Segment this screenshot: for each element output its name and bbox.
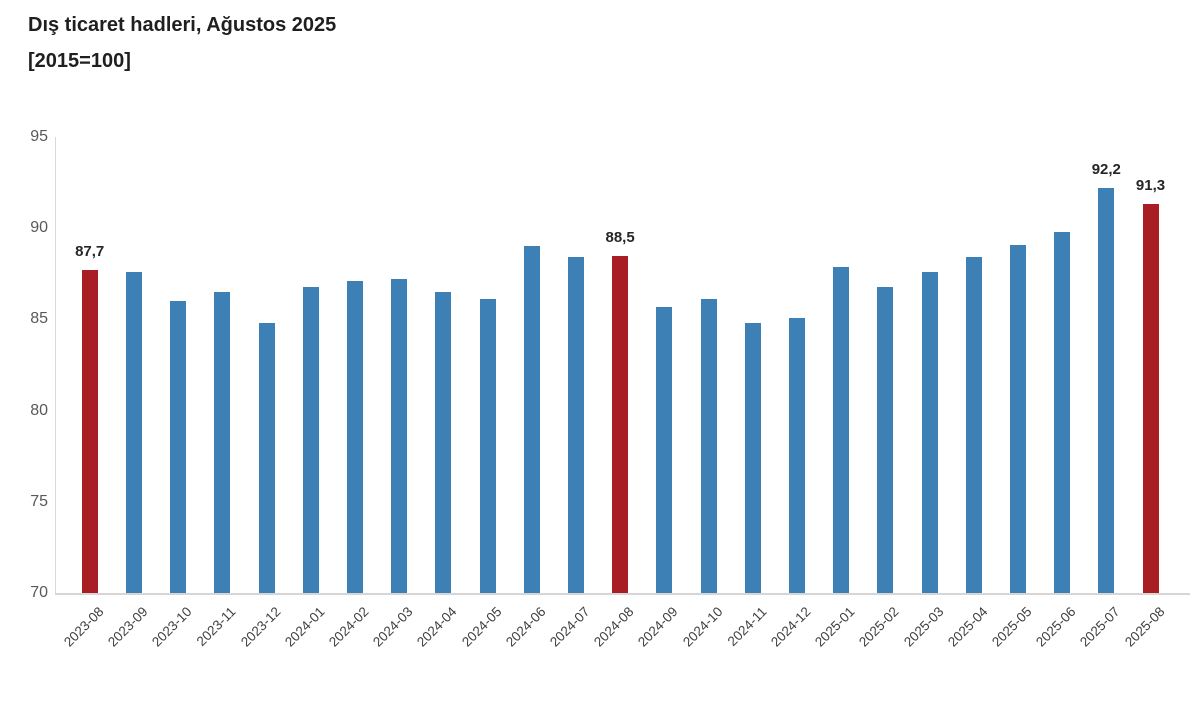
x-tick-label-2024-12: 2024-12 (767, 604, 814, 650)
y-tick-label: 70 (30, 584, 48, 601)
x-tick-label-2023-10: 2023-10 (149, 604, 195, 650)
bar-2023-09 (125, 271, 142, 593)
y-tick-label: 95 (30, 128, 48, 145)
x-tick-label-2024-02: 2024-02 (325, 604, 372, 650)
value-label-2025-07: 92,2 (1091, 161, 1121, 179)
y-tick-label: 75 (30, 492, 48, 510)
x-tick-label-2024-03: 2024-03 (370, 604, 416, 650)
title-block: Dış ticaret hadleri, Ağustos 2025 [2015=… (28, 14, 336, 72)
x-tick-label-2025-02: 2025-02 (856, 604, 902, 650)
x-tick-label-2024-01: 2024-01 (281, 604, 328, 650)
chart-title: Dış ticaret hadleri, Ağustos 2025 (28, 14, 337, 36)
chart-subtitle: [2015=100] (28, 50, 131, 72)
bar-2024-08 (612, 255, 629, 593)
x-tick-label-2025-06: 2025-06 (1033, 604, 1079, 650)
bar-2023-12 (258, 323, 275, 593)
bar-2025-07 (1098, 188, 1115, 593)
x-tick-label-2024-08: 2024-08 (591, 604, 637, 650)
bar-2023-11 (214, 292, 231, 593)
y-tick-label: 90 (30, 219, 48, 237)
x-tick-label-2023-08: 2023-08 (60, 604, 107, 650)
x-tick-label-2023-12: 2023-12 (237, 604, 284, 650)
value-label-2024-08: 88,5 (605, 228, 635, 246)
bar-2024-02 (346, 281, 363, 593)
bar-2024-07 (567, 257, 584, 593)
bar-2024-09 (656, 306, 673, 593)
value-label-2023-08: 87,7 (75, 243, 105, 261)
x-tick-label-2025-01: 2025-01 (812, 604, 858, 650)
bar-2025-03 (921, 271, 938, 593)
x-tick-label-2025-04: 2025-04 (944, 604, 991, 650)
bar-2025-08 (1142, 204, 1159, 593)
bar-2024-04 (435, 292, 452, 593)
bar-2024-12 (788, 317, 805, 593)
y-tick-label: 80 (30, 401, 48, 419)
value-label-2025-08: 91,3 (1135, 177, 1166, 195)
y-tick-label: 85 (30, 310, 48, 328)
x-axis-line (55, 593, 1190, 595)
bar-2024-01 (302, 286, 319, 593)
x-tick-label-2023-09: 2023-09 (104, 604, 151, 650)
bar-2024-03 (391, 279, 408, 593)
bar-2024-05 (479, 299, 496, 593)
bar-2023-10 (170, 301, 187, 593)
x-tick-label-2024-04: 2024-04 (414, 604, 460, 650)
bar-2025-02 (877, 286, 894, 593)
bar-2023-08 (81, 270, 98, 593)
x-tick-label-2025-05: 2025-05 (988, 604, 1035, 650)
x-tick-label-2025-08: 2025-08 (1121, 604, 1168, 650)
x-tick-label-2024-07: 2024-07 (546, 604, 593, 650)
x-tick-label-2024-10: 2024-10 (679, 604, 726, 650)
bar-2025-06 (1054, 231, 1071, 593)
bar-2024-10 (700, 299, 717, 593)
x-tick-label-2025-03: 2025-03 (900, 604, 947, 650)
x-tick-label-2025-07: 2025-07 (1077, 604, 1123, 650)
bar-2024-06 (523, 246, 540, 593)
x-tick-label-2024-09: 2024-09 (635, 604, 681, 650)
y-axis-line (55, 137, 56, 593)
x-tick-label-2023-11: 2023-11 (193, 604, 239, 649)
bar-2025-05 (1009, 244, 1026, 593)
x-tick-label-2024-05: 2024-05 (458, 604, 505, 650)
x-tick-label-2024-06: 2024-06 (502, 604, 549, 650)
bar-2025-04 (965, 257, 982, 593)
bar-2024-11 (744, 323, 761, 593)
x-tick-label-2024-11: 2024-11 (724, 604, 770, 649)
bar-2025-01 (833, 266, 850, 593)
